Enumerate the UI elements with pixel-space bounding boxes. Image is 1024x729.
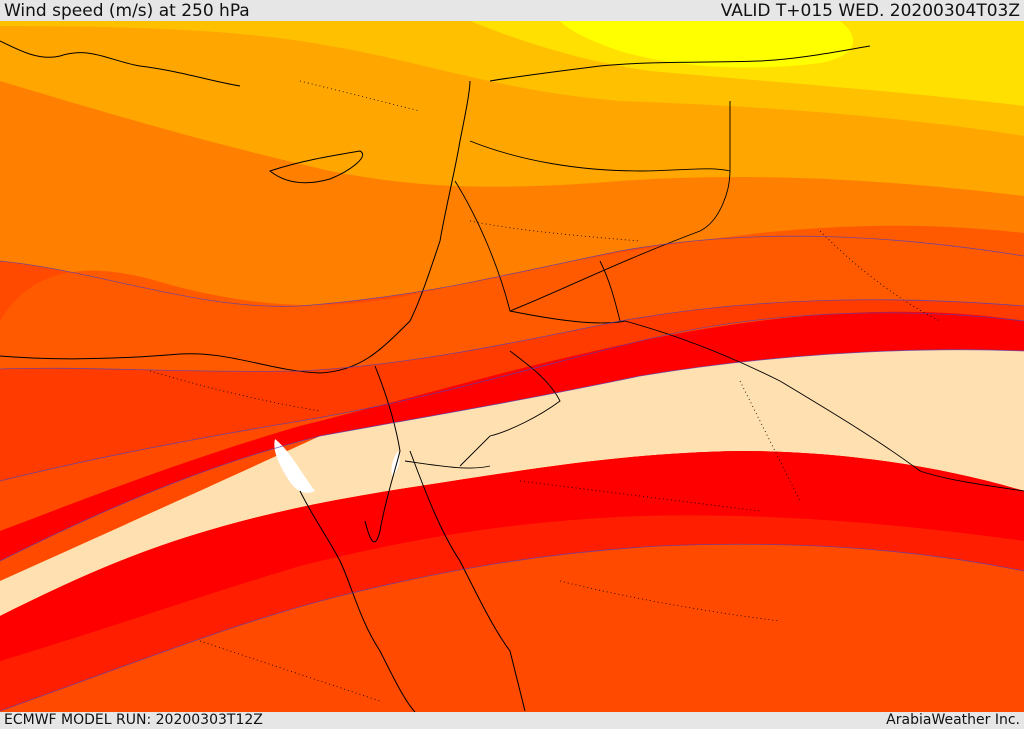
- band-jet-core: [0, 349, 1024, 616]
- band-red: [0, 311, 1024, 561]
- wind-speed-map: [0, 21, 1024, 712]
- band-red-inner: [0, 451, 1024, 661]
- missing-area-2: [391, 451, 400, 476]
- top-bar: Wind speed (m/s) at 250 hPa VALID T+015 …: [0, 0, 1024, 21]
- bottom-bar: ECMWF MODEL RUN: 20200303T12Z ArabiaWeat…: [0, 712, 1024, 729]
- band-orange-red: [0, 225, 1024, 372]
- valid-time: VALID T+015 WED. 20200304T03Z: [720, 1, 1020, 21]
- band-red-orange: [0, 299, 1024, 481]
- country-borders: [404, 101, 1024, 492]
- model-run: ECMWF MODEL RUN: 20200303T12Z: [4, 712, 263, 728]
- province-borders: [149, 80, 941, 702]
- credit: ArabiaWeather Inc.: [886, 712, 1020, 728]
- missing-area: [274, 439, 315, 493]
- contour-lines: [0, 235, 1024, 712]
- coastlines: [0, 40, 871, 712]
- map-title: Wind speed (m/s) at 250 hPa: [4, 1, 250, 21]
- band-light-yellow: [560, 21, 854, 68]
